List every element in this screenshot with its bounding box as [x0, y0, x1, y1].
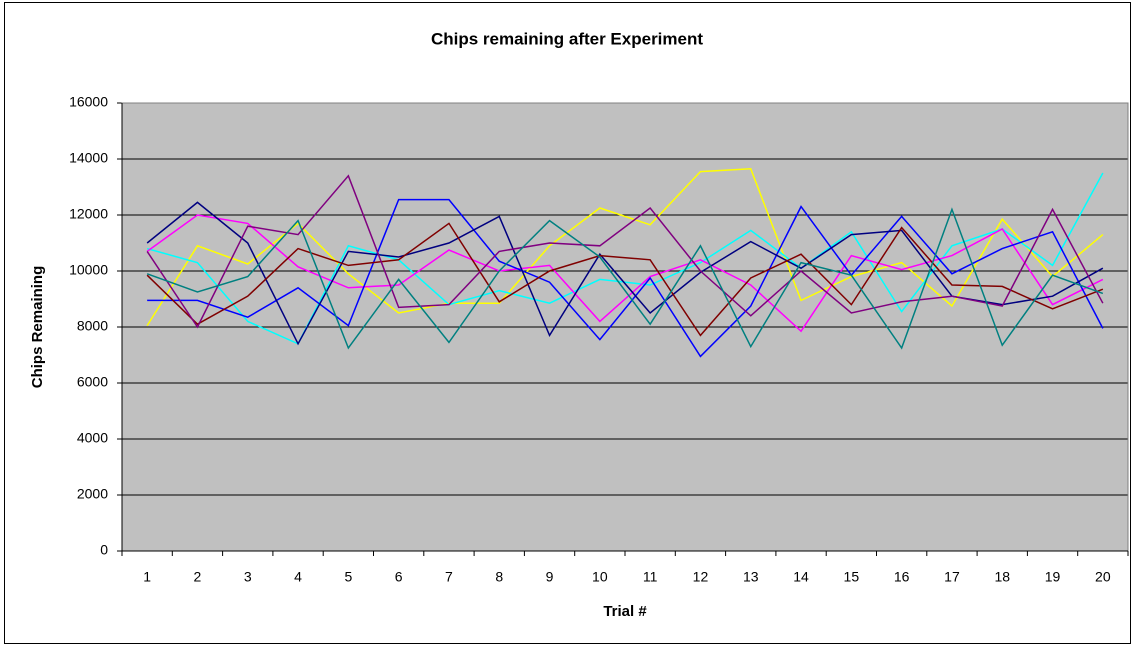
y-axis-title: Chips Remaining	[29, 266, 46, 389]
x-tick-label: 19	[1045, 569, 1061, 585]
x-tick-label: 6	[395, 569, 403, 585]
x-tick-label: 5	[344, 569, 352, 585]
y-tick-label: 14000	[69, 150, 108, 166]
x-tick-label: 17	[944, 569, 960, 585]
x-tick-label: 7	[445, 569, 453, 585]
x-tick-label: 8	[495, 569, 503, 585]
y-tick-label: 6000	[77, 374, 108, 390]
x-tick-label: 13	[743, 569, 759, 585]
series-line	[146, 207, 1104, 350]
chart-title: Chips remaining after Experiment	[431, 29, 703, 48]
x-axis-title: Trial #	[603, 603, 647, 620]
x-tick-label: 15	[844, 569, 860, 585]
y-tick-label: 2000	[77, 486, 108, 502]
y-tick-label: 12000	[69, 206, 108, 222]
series-line	[146, 222, 1104, 337]
y-tick-label: 8000	[77, 318, 108, 334]
x-tick-label: 3	[244, 569, 252, 585]
series-line	[146, 214, 1104, 333]
series-line	[146, 174, 1104, 329]
x-tick-label: 12	[693, 569, 709, 585]
x-tick-label: 18	[994, 569, 1010, 585]
y-tick-label: 0	[100, 542, 108, 558]
y-tick-label: 10000	[69, 262, 108, 278]
x-tick-label: 10	[592, 569, 608, 585]
y-tick-label: 16000	[69, 94, 108, 110]
x-tick-label: 11	[643, 569, 658, 585]
series-line	[147, 198, 1104, 358]
x-tick-label: 4	[294, 569, 302, 585]
x-tick-label: 20	[1095, 569, 1111, 585]
x-tick-label: 16	[894, 569, 910, 585]
x-tick-label: 1	[143, 569, 151, 585]
series-line	[146, 168, 1104, 326]
series-line	[146, 201, 1104, 346]
x-tick-label: 2	[194, 569, 202, 585]
x-tick-label: 9	[546, 569, 554, 585]
x-tick-label: 14	[793, 569, 809, 585]
y-tick-label: 4000	[77, 430, 108, 446]
